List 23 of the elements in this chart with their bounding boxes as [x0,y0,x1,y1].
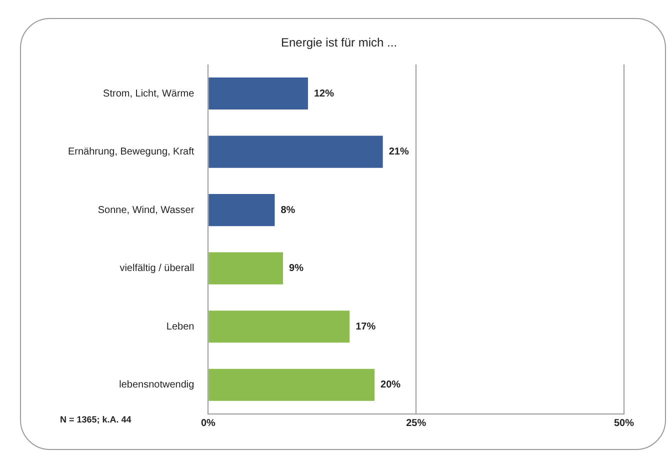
chart-title: Energie ist für mich ... [280,36,398,50]
data-label: 20% [380,380,401,391]
y-tick-label: lebensnotwendig [119,380,194,391]
bar [208,310,350,343]
data-label: 12% [314,88,334,100]
x-tick-label: 0% [200,418,216,429]
data-label: 8% [280,204,296,216]
bar [208,252,284,284]
text: N = 1365; k.A. 44 [60,414,132,424]
y-tick-label: Strom, Licht, Wärme [103,88,195,100]
data-label: 17% [356,321,376,332]
bar [208,78,308,110]
data-label: 9% [289,263,304,274]
y-tick-label: vielfältig / überall [120,263,194,274]
x-tick-label: 50% [614,418,634,429]
y-tick-label: Leben [166,321,194,332]
x-tick-label: 25% [406,418,426,429]
bar [208,136,383,168]
data-label: 21% [388,146,409,158]
bar [208,194,275,226]
y-tick-label: Sonne, Wind, Wasser [98,204,195,216]
y-tick-label: Ernährung, Bewegung, Kraft [68,146,194,158]
bar [208,368,375,401]
